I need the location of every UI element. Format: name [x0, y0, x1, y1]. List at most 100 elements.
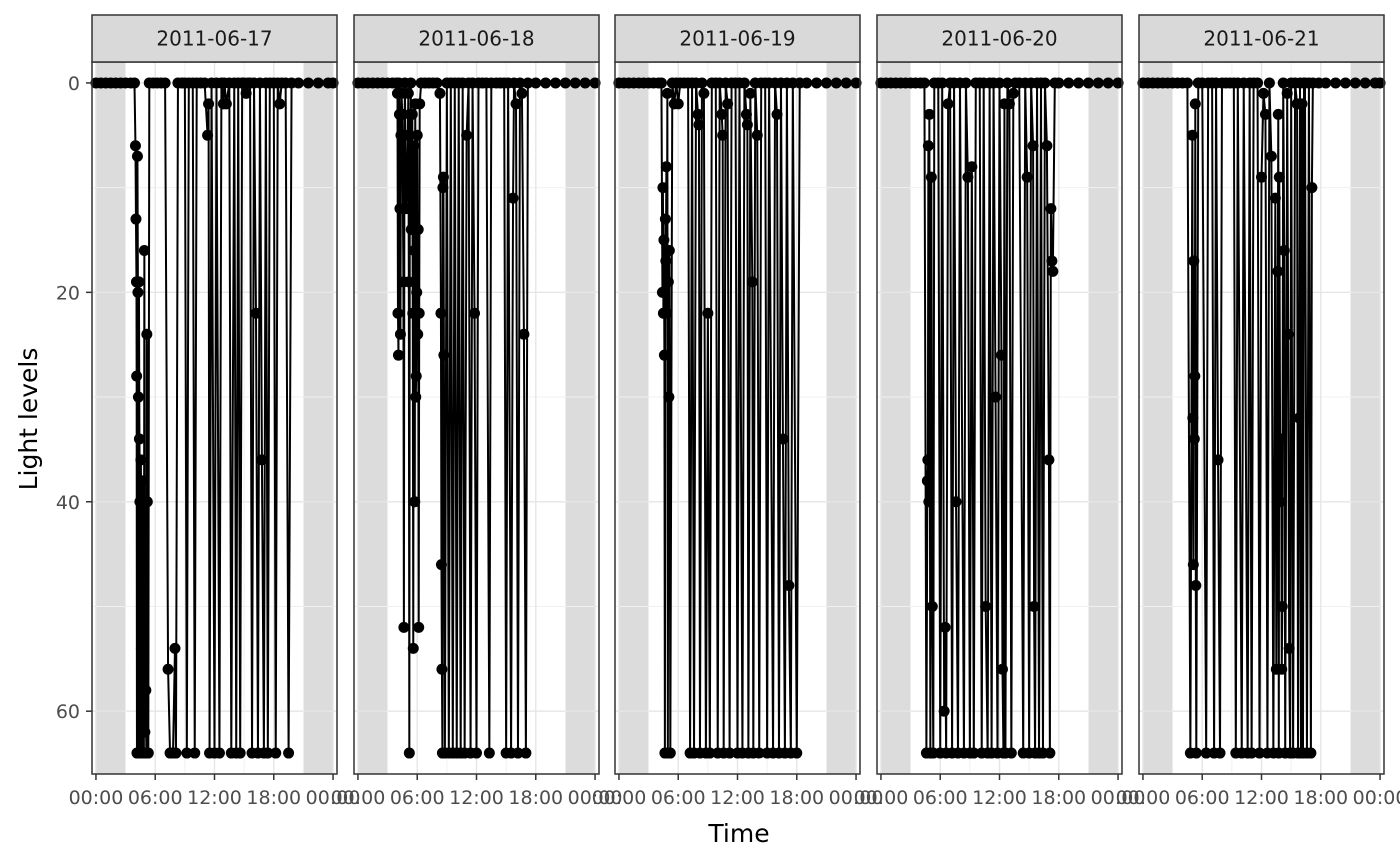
- data-point: [159, 77, 171, 89]
- facet-strip: [876, 14, 1123, 63]
- night-shading: [1142, 62, 1173, 774]
- data-point: [435, 307, 447, 319]
- data-point: [939, 621, 951, 633]
- data-point: [692, 108, 704, 120]
- data-point: [438, 349, 450, 361]
- data-point: [655, 77, 667, 89]
- data-point: [411, 286, 423, 298]
- data-point: [741, 119, 753, 131]
- data-point: [132, 391, 144, 403]
- data-point: [404, 182, 416, 194]
- data-point: [1359, 77, 1371, 89]
- data-point: [704, 747, 716, 759]
- night-shading: [565, 62, 596, 774]
- data-point: [162, 663, 174, 675]
- data-point: [716, 108, 728, 120]
- data-point: [1276, 600, 1288, 612]
- data-point: [1003, 98, 1015, 110]
- data-point: [922, 140, 934, 152]
- data-point: [412, 328, 424, 340]
- data-point: [400, 203, 412, 215]
- night-shading: [1088, 62, 1119, 774]
- data-point: [1259, 108, 1271, 120]
- x-tick-label: 00:00: [829, 787, 884, 809]
- data-point: [811, 77, 823, 89]
- data-point: [169, 642, 181, 654]
- data-point: [1246, 747, 1258, 759]
- data-point: [990, 391, 1002, 403]
- data-point: [1252, 77, 1264, 89]
- data-point: [1043, 454, 1055, 466]
- data-point: [1021, 171, 1033, 183]
- x-tick-label: 00:00: [568, 787, 623, 809]
- data-point: [137, 705, 149, 717]
- data-point: [801, 77, 813, 89]
- data-point: [202, 129, 214, 141]
- data-point: [133, 276, 145, 288]
- data-point: [1212, 454, 1224, 466]
- data-point: [1283, 642, 1295, 654]
- data-point: [1053, 77, 1065, 89]
- facet-strip-label: 2011-06-18: [418, 27, 534, 51]
- data-point: [469, 307, 481, 319]
- x-tick-label: 18:00: [1293, 787, 1348, 809]
- data-point: [434, 87, 446, 99]
- data-point: [1275, 433, 1287, 445]
- data-point: [181, 747, 193, 759]
- data-point: [1257, 87, 1269, 99]
- y-axis-title: Light levels: [14, 348, 43, 491]
- data-point: [394, 328, 406, 340]
- data-point: [1046, 255, 1058, 267]
- data-point: [1188, 433, 1200, 445]
- data-point: [139, 726, 151, 738]
- data-point: [657, 182, 669, 194]
- data-point: [471, 747, 482, 759]
- data-point: [256, 454, 268, 466]
- data-point: [559, 77, 571, 89]
- data-point: [1349, 77, 1361, 89]
- data-point: [410, 370, 422, 382]
- data-point: [777, 433, 789, 445]
- data-point: [1112, 77, 1124, 89]
- data-point: [1330, 77, 1342, 89]
- data-point: [270, 747, 282, 759]
- data-point: [414, 98, 426, 110]
- data-point: [520, 747, 532, 759]
- data-point: [830, 77, 842, 89]
- x-tick-label: 06:00: [651, 787, 706, 809]
- facet-strip: [353, 14, 600, 63]
- data-point: [1007, 87, 1019, 99]
- data-point: [510, 98, 522, 110]
- data-point: [923, 108, 935, 120]
- data-point: [413, 307, 425, 319]
- data-point: [1187, 412, 1199, 424]
- data-point: [658, 349, 670, 361]
- data-point: [234, 747, 246, 759]
- data-point: [1027, 140, 1039, 152]
- data-point: [512, 747, 524, 759]
- data-point: [966, 161, 978, 173]
- data-point: [1374, 77, 1386, 89]
- x-tick-label: 00:00: [306, 787, 361, 809]
- data-point: [262, 747, 274, 759]
- data-point: [483, 747, 495, 759]
- data-point: [693, 119, 705, 131]
- data-point: [922, 454, 934, 466]
- data-point: [1044, 747, 1056, 759]
- data-point: [128, 77, 140, 89]
- data-point: [717, 129, 729, 141]
- data-point: [661, 87, 673, 99]
- data-point: [408, 244, 420, 256]
- night-shading: [303, 62, 334, 774]
- data-point: [1271, 475, 1283, 487]
- data-point: [436, 663, 448, 675]
- data-point: [1073, 77, 1085, 89]
- data-point: [431, 77, 443, 89]
- x-tick-label: 06:00: [390, 787, 445, 809]
- data-point: [1263, 77, 1275, 89]
- data-point: [722, 98, 734, 110]
- data-point: [925, 171, 937, 183]
- data-point: [850, 77, 862, 89]
